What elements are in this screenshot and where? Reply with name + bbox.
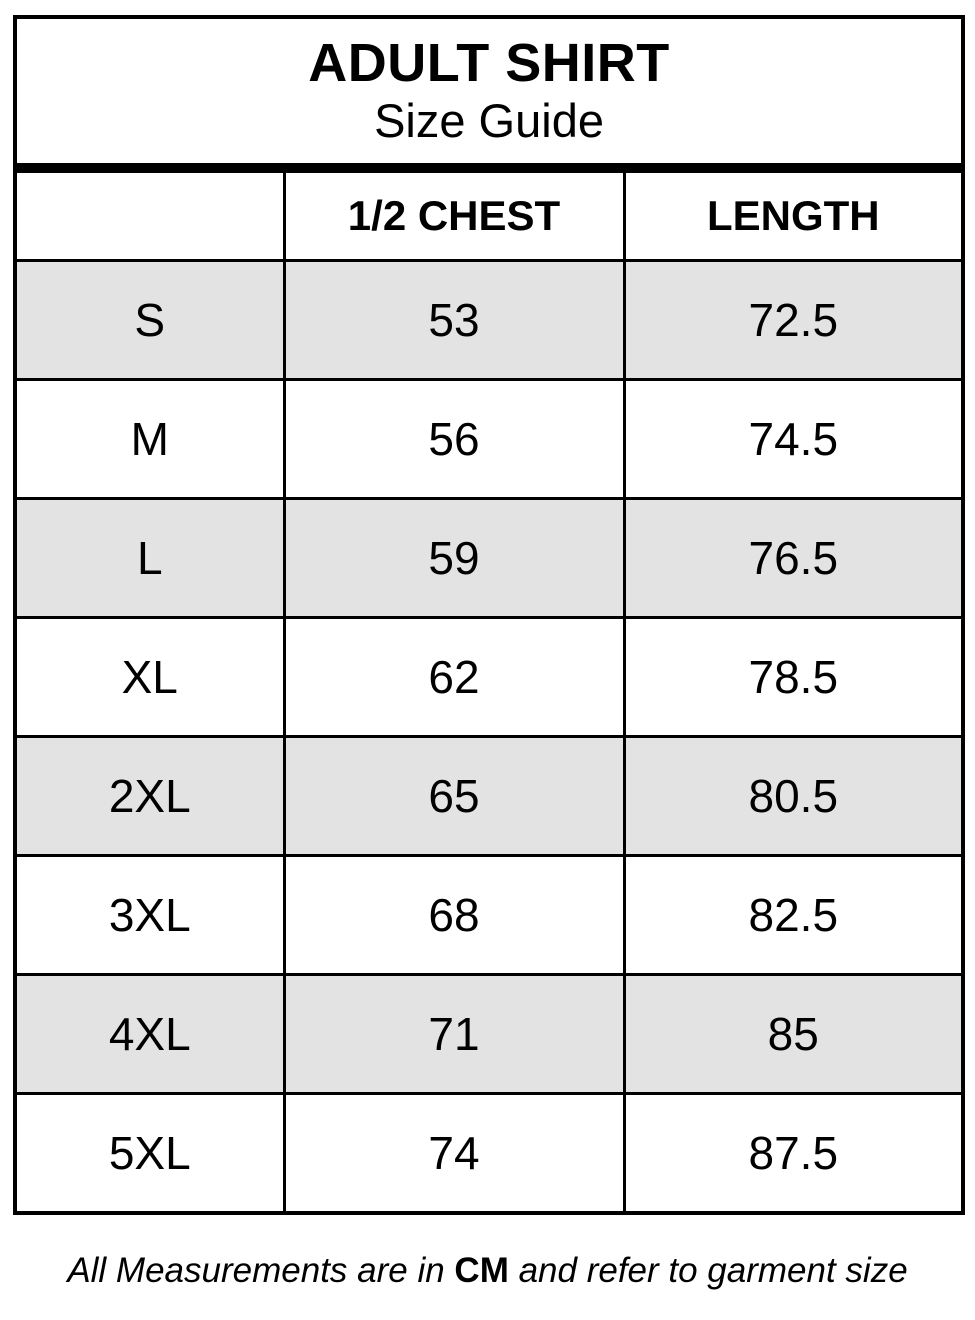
length-cell: 74.5 xyxy=(622,378,965,500)
page-title: ADULT SHIRT xyxy=(308,33,670,94)
table-row-3xl: 3XL 68 82.5 xyxy=(13,854,965,976)
table-row-xl: XL 62 78.5 xyxy=(13,616,965,738)
page-subtitle: Size Guide xyxy=(374,93,604,147)
size-cell: 3XL xyxy=(13,854,286,976)
length-cell: 72.5 xyxy=(622,259,965,381)
half-chest-cell: 74 xyxy=(282,1092,626,1215)
footnote-suffix: and refer to garment size xyxy=(508,1251,908,1290)
size-cell: S xyxy=(13,259,286,381)
size-cell: 2XL xyxy=(13,735,286,857)
measurement-footnote: All Measurements are in CM and refer to … xyxy=(0,1251,975,1291)
half-chest-cell: 62 xyxy=(282,616,626,738)
size-cell: 4XL xyxy=(13,973,286,1095)
half-chest-cell: 68 xyxy=(282,854,626,976)
length-cell: 76.5 xyxy=(622,497,965,619)
length-cell: 80.5 xyxy=(622,735,965,857)
length-cell: 87.5 xyxy=(622,1092,965,1215)
half-chest-cell: 56 xyxy=(282,378,626,500)
half-chest-cell: 71 xyxy=(282,973,626,1095)
column-header-length: LENGTH xyxy=(622,166,965,262)
length-cell: 82.5 xyxy=(622,854,965,976)
table-row-5xl: 5XL 74 87.5 xyxy=(13,1092,965,1215)
table-row-m: M 56 74.5 xyxy=(13,378,965,500)
size-cell: M xyxy=(13,378,286,500)
size-cell: XL xyxy=(13,616,286,738)
table-row-l: L 59 76.5 xyxy=(13,497,965,619)
table-header-row: 1/2 CHEST LENGTH xyxy=(13,166,965,262)
half-chest-cell: 59 xyxy=(282,497,626,619)
length-cell: 85 xyxy=(622,973,965,1095)
table-title: ADULT SHIRT Size Guide xyxy=(13,15,965,173)
table-row-s: S 53 72.5 xyxy=(13,259,965,381)
half-chest-cell: 53 xyxy=(282,259,626,381)
table-row-2xl: 2XL 65 80.5 xyxy=(13,735,965,857)
size-cell: 5XL xyxy=(13,1092,286,1215)
length-cell: 78.5 xyxy=(622,616,965,738)
footnote-unit: CM xyxy=(454,1251,509,1290)
table-row-4xl: 4XL 71 85 xyxy=(13,973,965,1095)
half-chest-cell: 65 xyxy=(282,735,626,857)
footnote-prefix: All Measurements are in xyxy=(67,1251,455,1290)
column-header-half-chest: 1/2 CHEST xyxy=(282,166,626,262)
title-row: ADULT SHIRT Size Guide xyxy=(13,15,965,173)
size-cell: L xyxy=(13,497,286,619)
column-header-size xyxy=(13,166,286,262)
size-guide-table: ADULT SHIRT Size Guide 1/2 CHEST LENGTH … xyxy=(13,15,966,1215)
